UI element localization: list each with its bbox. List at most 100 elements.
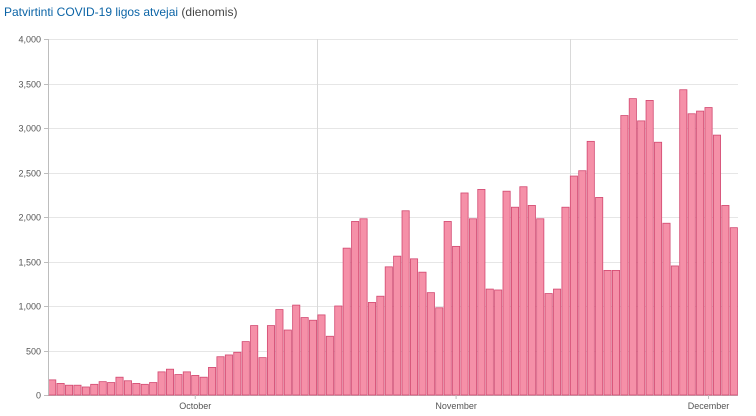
bar[interactable]	[637, 120, 646, 396]
bar[interactable]	[157, 371, 166, 396]
chart-title-sub: (dienomis)	[181, 5, 238, 19]
bar[interactable]	[510, 206, 520, 396]
bar[interactable]	[233, 351, 242, 396]
bar[interactable]	[174, 374, 183, 396]
bar[interactable]	[317, 314, 326, 396]
chart-title-main: Patvirtinti COVID-19 ligos atvejai	[4, 5, 179, 19]
bar[interactable]	[603, 269, 612, 396]
y-tick-label: 0	[36, 391, 41, 401]
x-tick-label: October	[179, 401, 211, 411]
bar[interactable]	[611, 269, 620, 396]
bar[interactable]	[48, 379, 57, 396]
bar[interactable]	[620, 115, 629, 396]
bar[interactable]	[595, 197, 604, 396]
y-tick-label: 1,000	[18, 302, 41, 312]
bar[interactable]	[98, 381, 107, 396]
bar[interactable]	[216, 356, 225, 396]
bar[interactable]	[679, 89, 688, 396]
bar[interactable]	[662, 222, 671, 396]
axis-layer: 0 500 1,000 1,500 2,000 2,500 3,000 3,500 4,000 O…	[18, 35, 729, 412]
bar[interactable]	[704, 107, 713, 396]
y-tick-label: 500	[26, 347, 41, 357]
bars-layer	[48, 89, 738, 396]
bar[interactable]	[90, 383, 99, 396]
bar[interactable]	[696, 110, 705, 396]
bar[interactable]	[401, 210, 410, 396]
bar[interactable]	[132, 383, 141, 396]
bar[interactable]	[266, 325, 275, 396]
bar[interactable]	[140, 383, 149, 396]
bar[interactable]	[468, 218, 477, 396]
bar[interactable]	[645, 100, 654, 396]
bar[interactable]	[81, 386, 90, 396]
bar[interactable]	[494, 289, 503, 396]
y-tick-label: 1,500	[18, 258, 41, 268]
bar[interactable]	[729, 227, 738, 396]
bar[interactable]	[628, 98, 637, 396]
bar[interactable]	[376, 295, 385, 396]
y-tick-label: 3,000	[18, 124, 41, 134]
bar[interactable]	[393, 255, 402, 396]
bar[interactable]	[519, 186, 528, 396]
bar[interactable]	[502, 190, 511, 396]
bar[interactable]	[224, 354, 233, 396]
bar[interactable]	[460, 192, 469, 396]
bar[interactable]	[452, 245, 461, 396]
bar[interactable]	[334, 305, 343, 396]
x-tick-label: November	[435, 401, 477, 411]
bar[interactable]	[721, 205, 730, 396]
bar[interactable]	[477, 189, 486, 396]
y-tick-label: 3,500	[18, 80, 41, 90]
bar[interactable]	[485, 288, 494, 396]
x-tick-label: December	[688, 401, 730, 411]
bar[interactable]	[553, 288, 562, 396]
bar[interactable]	[325, 335, 334, 396]
chart-title: Patvirtinti COVID-19 ligos atvejai (dien…	[4, 3, 237, 21]
bar[interactable]	[367, 302, 376, 396]
bar[interactable]	[712, 134, 721, 396]
bar[interactable]	[586, 140, 595, 396]
bar[interactable]	[527, 205, 536, 396]
bar[interactable]	[165, 368, 175, 396]
bar[interactable]	[73, 384, 82, 396]
bar[interactable]	[283, 329, 292, 396]
bar[interactable]	[65, 384, 74, 396]
bar[interactable]	[670, 265, 679, 396]
bar[interactable]	[208, 367, 217, 396]
y-tick-label: 2,500	[18, 169, 41, 179]
bar[interactable]	[300, 317, 309, 396]
bar[interactable]	[569, 175, 578, 396]
bar[interactable]	[309, 319, 318, 396]
bar[interactable]	[410, 258, 419, 396]
bar[interactable]	[342, 247, 351, 396]
bar[interactable]	[115, 376, 124, 396]
bar[interactable]	[443, 221, 452, 396]
bar[interactable]	[56, 383, 65, 396]
bar[interactable]	[250, 325, 259, 396]
bar[interactable]	[292, 304, 301, 396]
bar[interactable]	[426, 292, 435, 396]
bar[interactable]	[561, 206, 570, 396]
bar[interactable]	[536, 218, 545, 396]
bar[interactable]	[241, 341, 250, 396]
bar[interactable]	[149, 382, 158, 396]
bar[interactable]	[351, 221, 360, 396]
bar[interactable]	[275, 309, 284, 396]
bar[interactable]	[182, 371, 191, 396]
bar[interactable]	[199, 376, 208, 396]
bar[interactable]	[578, 170, 587, 396]
y-tick-label: 4,000	[18, 35, 41, 45]
bar[interactable]	[123, 380, 132, 396]
bar[interactable]	[654, 141, 663, 396]
bar[interactable]	[359, 218, 368, 396]
bar[interactable]	[435, 307, 444, 396]
bar[interactable]	[687, 113, 696, 396]
bar[interactable]	[191, 375, 200, 396]
bar[interactable]	[107, 382, 116, 396]
bar[interactable]	[384, 266, 393, 396]
bar[interactable]	[418, 271, 427, 396]
y-tick-label: 2,000	[18, 213, 41, 223]
bar[interactable]	[544, 293, 553, 396]
bar[interactable]	[258, 357, 267, 396]
